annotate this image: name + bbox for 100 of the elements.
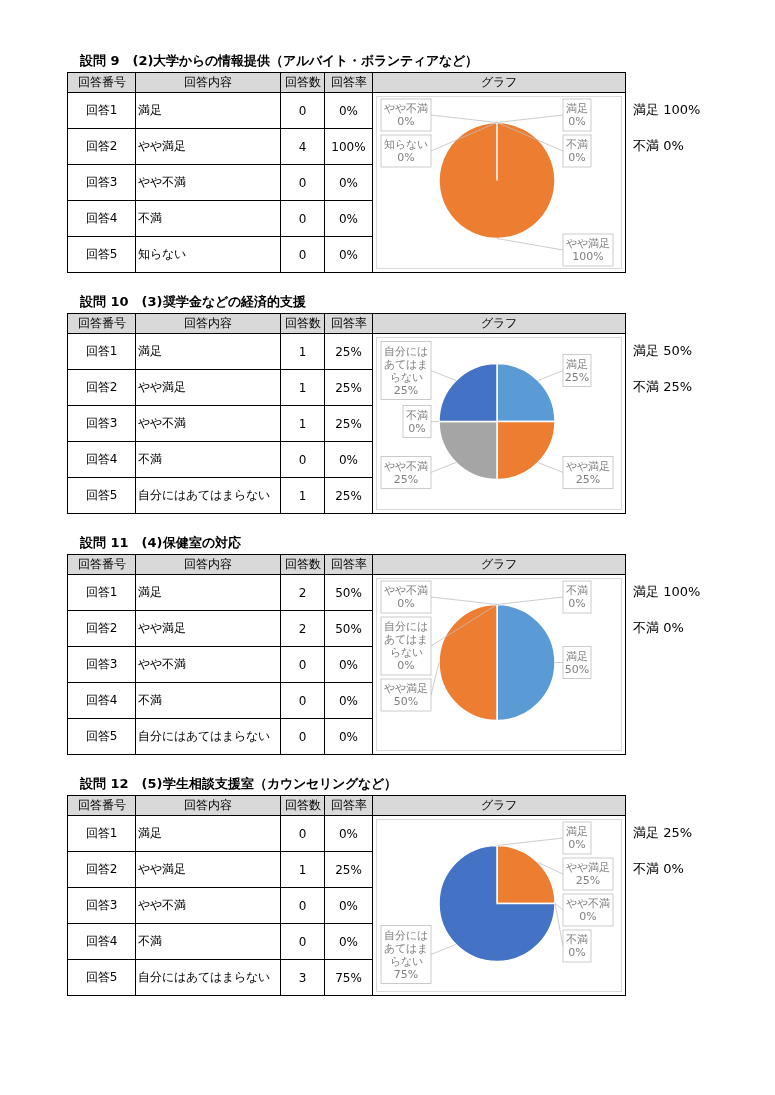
table-cell: 回答1 [68,816,136,852]
data-label: 25% [564,370,590,384]
table-cell: 0% [325,165,373,201]
legend-label: 自分にはあてはまらない [384,620,428,660]
table-header-cell: グラフ [373,73,626,93]
table-cell: 回答2 [68,129,136,165]
table-cell: 1 [281,478,325,514]
table-cell: 0% [325,237,373,273]
table-cell: 1 [281,406,325,442]
table-cell: 不満 [136,683,281,719]
table-cell: 満足 [136,334,281,370]
table-cell: 100% [325,129,373,165]
table-cell: 1 [281,852,325,888]
table-cell: 回答2 [68,852,136,888]
slice-label: 満足 [566,357,588,371]
data-label: 25% [575,472,601,486]
category-label: 知らない [384,138,428,152]
table-cell: 回答4 [68,924,136,960]
text: 0% [397,115,415,129]
table-cell: 0 [281,165,325,201]
table-cell: 0 [281,237,325,273]
table-cell: やや不満 [136,647,281,683]
table-cell: 回答3 [68,165,136,201]
data-label: 25% [575,874,601,888]
table-cell: 回答5 [68,719,136,755]
table-cell: 0 [281,683,325,719]
slice-label: やや不満 [384,459,428,473]
table-header-cell: 回答数 [281,796,325,816]
table-cell: 3 [281,960,325,996]
table-cell: 0% [325,924,373,960]
table-cell: 回答3 [68,888,136,924]
table-header-cell: 回答率 [325,796,373,816]
table-cell: 50% [325,611,373,647]
table-cell: 1 [281,370,325,406]
table-cell: 回答4 [68,683,136,719]
table-header-cell: 回答番号 [68,314,136,334]
table-cell: 不満 [136,201,281,237]
table-cell: 2 [281,611,325,647]
category-label: やや不満 [384,584,428,598]
table-cell: 回答2 [68,611,136,647]
text: 0% [397,659,415,673]
table-cell: 満足 [136,93,281,129]
table-cell: 満足 [136,816,281,852]
table-header-cell: 回答率 [325,555,373,575]
table-cell: 回答5 [68,237,136,273]
legend-label: 満足 [138,102,162,119]
table-cell: 回答4 [68,442,136,478]
table-cell: 0 [281,201,325,237]
text: 不満 0% [633,138,684,153]
category-label: 満足 [566,825,588,839]
text: 設問 12 (5)学生相談支援室（カウンセリングなど） [80,776,397,791]
slice-label: やや満足 [566,861,610,875]
table-cell: 0 [281,719,325,755]
table-header-cell: グラフ [373,314,626,334]
slice-label: 自分にはあてはまらない [384,928,428,968]
text: 満足 50% [633,342,693,360]
table-header-cell: グラフ [373,555,626,575]
table-cell: 回答5 [68,960,136,996]
table-header-cell: 回答数 [281,555,325,575]
table-cell: 自分にはあてはまらない [136,719,281,755]
table-cell: 0 [281,647,325,683]
table-cell: 75% [325,960,373,996]
table-cell: やや不満 [136,888,281,924]
table-header-cell: 回答番号 [68,73,136,93]
text: 0% [568,838,586,852]
table-cell: 25% [325,478,373,514]
legend-label: やや不満 [566,897,610,911]
text: 0% [397,597,415,611]
text: 満足 25% [633,824,693,842]
table-cell: 0 [281,816,325,852]
table-cell: 25% [325,852,373,888]
slice-label: やや満足 [566,459,610,473]
table-cell: やや満足 [136,611,281,647]
table-cell: 0 [281,442,325,478]
table-header-cell: 回答率 [325,73,373,93]
data-label: 50% [564,662,590,676]
table-cell: 不満 [136,924,281,960]
chart-title: 設問 9 (2)大学からの情報提供（アルバイト・ボランティアなど） [80,53,479,68]
table-cell: 回答1 [68,575,136,611]
table-cell: 0 [281,924,325,960]
slice-label: 自分にはあてはまらない [384,344,428,384]
text: 不満 0% [633,620,684,635]
table-cell: やや満足 [136,852,281,888]
table-cell: 自分にはあてはまらない [136,960,281,996]
text: 不満 25% [633,378,693,396]
category-label: 満足 [566,102,588,116]
table-header-cell: 回答数 [281,314,325,334]
data-label: 25% [393,383,419,397]
text: 0% [568,115,586,129]
table-cell: 回答3 [68,647,136,683]
table-cell: 0 [281,93,325,129]
table-cell: 回答1 [68,334,136,370]
slice-label: やや満足 [566,237,610,251]
pie-slice [438,844,556,963]
table-cell: 1 [281,334,325,370]
table-cell: 50% [325,575,373,611]
table-cell: 回答3 [68,406,136,442]
table-header-cell: 回答番号 [68,796,136,816]
table-cell: 0% [325,719,373,755]
table-cell: 0% [325,683,373,719]
